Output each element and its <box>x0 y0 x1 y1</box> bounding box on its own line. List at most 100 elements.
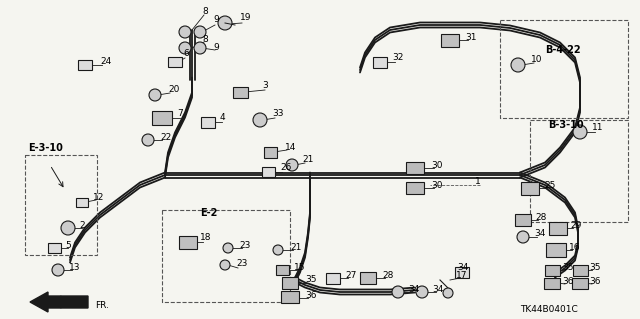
Bar <box>179 235 197 249</box>
Bar <box>500 20 628 118</box>
Bar <box>162 210 290 302</box>
Text: 17: 17 <box>456 271 467 280</box>
Text: 8: 8 <box>202 8 208 17</box>
Text: 30: 30 <box>431 181 442 189</box>
Text: 33: 33 <box>272 108 284 117</box>
Bar <box>281 291 299 303</box>
Text: 6: 6 <box>183 48 189 57</box>
Bar <box>441 33 459 47</box>
Text: 19: 19 <box>240 12 252 21</box>
Text: 7: 7 <box>177 108 183 117</box>
Text: 14: 14 <box>285 143 296 152</box>
Text: 34: 34 <box>534 229 545 239</box>
Bar <box>360 272 376 284</box>
Text: 16: 16 <box>569 242 580 251</box>
Circle shape <box>511 58 525 72</box>
Bar <box>152 111 172 125</box>
Text: 5: 5 <box>65 241 71 249</box>
Bar <box>545 264 559 276</box>
Circle shape <box>218 16 232 30</box>
Text: 3: 3 <box>262 80 268 90</box>
Circle shape <box>443 288 453 298</box>
Circle shape <box>392 286 404 298</box>
Bar <box>530 120 628 222</box>
Circle shape <box>273 245 283 255</box>
Text: 2: 2 <box>79 220 84 229</box>
Text: E-3-10: E-3-10 <box>28 143 63 153</box>
Text: 35: 35 <box>589 263 600 271</box>
Bar <box>572 278 588 288</box>
Text: 11: 11 <box>592 123 604 132</box>
Text: 1: 1 <box>475 177 481 187</box>
Bar <box>168 57 182 67</box>
Bar <box>201 116 215 128</box>
Text: 35: 35 <box>562 263 573 271</box>
Bar <box>262 167 275 177</box>
Text: 9: 9 <box>213 16 219 25</box>
Circle shape <box>194 26 206 38</box>
Circle shape <box>253 113 267 127</box>
Text: 36: 36 <box>562 277 573 286</box>
Bar <box>76 197 88 206</box>
Text: 27: 27 <box>345 271 356 279</box>
Text: 20: 20 <box>168 85 179 94</box>
Bar <box>373 56 387 68</box>
Circle shape <box>517 231 529 243</box>
Bar <box>275 265 289 275</box>
Text: 28: 28 <box>382 271 394 279</box>
Text: 35: 35 <box>305 276 317 285</box>
Circle shape <box>142 134 154 146</box>
Text: 36: 36 <box>305 291 317 300</box>
Bar <box>406 162 424 174</box>
Text: 21: 21 <box>290 242 301 251</box>
Bar <box>25 155 97 255</box>
Text: 26: 26 <box>280 164 291 173</box>
Text: 31: 31 <box>465 33 477 41</box>
Text: 21: 21 <box>302 155 314 165</box>
Bar <box>406 182 424 194</box>
Text: B-3-10: B-3-10 <box>548 120 584 130</box>
Text: 4: 4 <box>220 114 226 122</box>
FancyArrow shape <box>30 292 88 312</box>
Bar <box>573 264 588 276</box>
Circle shape <box>179 26 191 38</box>
Text: TK44B0401C: TK44B0401C <box>520 306 578 315</box>
Bar <box>549 221 567 234</box>
Bar <box>546 243 566 257</box>
Bar <box>232 86 248 98</box>
Text: E-2: E-2 <box>200 208 218 218</box>
Text: 18: 18 <box>200 234 211 242</box>
Bar <box>264 146 276 158</box>
Bar <box>521 182 539 195</box>
Text: 25: 25 <box>544 181 556 189</box>
Bar <box>47 243 61 253</box>
Text: 9: 9 <box>213 42 219 51</box>
Bar <box>78 60 92 70</box>
Text: 29: 29 <box>570 220 581 229</box>
Circle shape <box>573 125 587 139</box>
Text: 8: 8 <box>202 35 208 44</box>
Text: 34: 34 <box>408 286 419 294</box>
Text: 30: 30 <box>431 160 442 169</box>
Text: 34: 34 <box>432 286 444 294</box>
Circle shape <box>286 159 298 171</box>
Text: 28: 28 <box>535 212 547 221</box>
Circle shape <box>220 260 230 270</box>
Text: 12: 12 <box>93 192 104 202</box>
Circle shape <box>223 243 233 253</box>
Text: 34: 34 <box>457 263 468 272</box>
Text: 23: 23 <box>236 258 248 268</box>
Bar <box>326 272 340 284</box>
Text: 15: 15 <box>294 263 305 271</box>
Circle shape <box>149 89 161 101</box>
Text: 32: 32 <box>392 54 403 63</box>
Circle shape <box>179 42 191 54</box>
Bar <box>455 266 469 278</box>
Circle shape <box>52 264 64 276</box>
Text: 22: 22 <box>160 132 172 142</box>
Circle shape <box>194 42 206 54</box>
Text: 23: 23 <box>239 241 250 249</box>
Text: 24: 24 <box>100 57 111 66</box>
Circle shape <box>61 221 75 235</box>
Text: 10: 10 <box>531 56 543 64</box>
